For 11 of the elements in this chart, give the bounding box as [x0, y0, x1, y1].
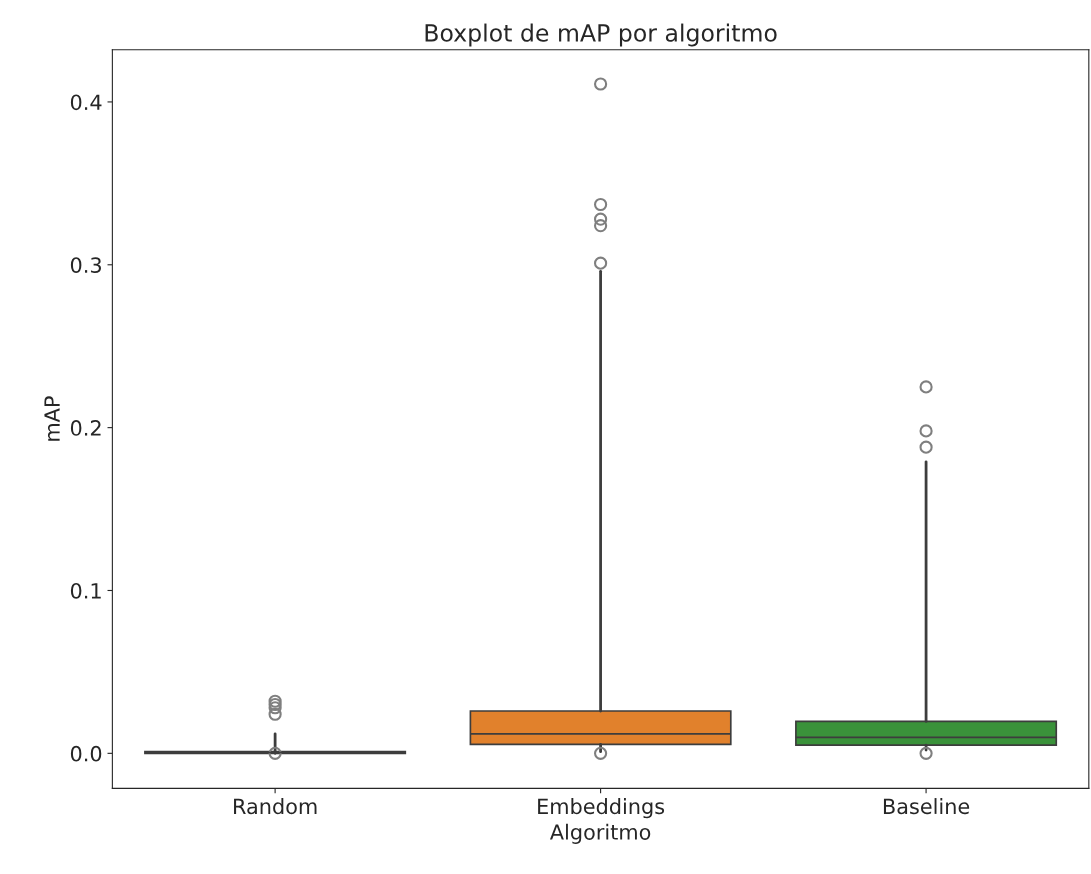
- y-axis-title: mAP: [44, 396, 60, 441]
- x-tick-label: Embeddings: [538, 798, 665, 819]
- y-tick-label: 0.3: [70, 257, 101, 273]
- y-tick-label: 0.0: [70, 745, 102, 762]
- x-tick-label: Random: [234, 798, 317, 815]
- y-tick-label: 0.4: [70, 94, 102, 111]
- chart-title: Boxplot de mAP por algoritmo: [425, 23, 777, 47]
- y-tick-label: 0.1: [70, 582, 101, 599]
- x-tick-label: Baseline: [883, 798, 970, 815]
- y-tick-label: 0.2: [70, 420, 101, 436]
- x-axis-title: Algoritmo: [549, 823, 651, 844]
